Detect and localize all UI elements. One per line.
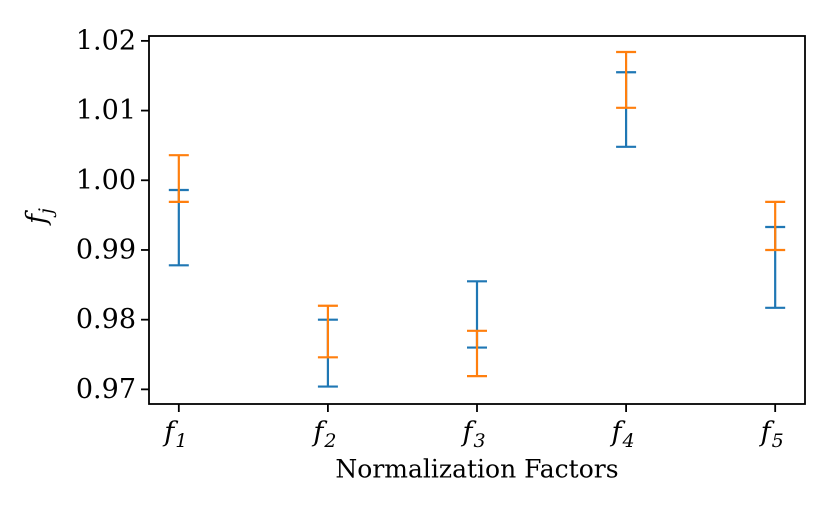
errorbar-orange-f3 [467, 329, 487, 378]
y-tick-label: 0.99 [76, 234, 136, 265]
y-axis-ticks: 0.97 0.98 0.99 1.00 1.01 1.02 [76, 25, 149, 405]
errorbar-orange-f5 [765, 200, 786, 252]
x-tick-label: f3 [460, 417, 485, 452]
x-axis-label: Normalization Factors [335, 454, 619, 484]
errorbar-orange-f4 [616, 50, 637, 109]
y-tick-label: 1.02 [76, 25, 136, 56]
x-tick-label: f4 [610, 417, 635, 452]
x-tick-label: f2 [311, 417, 336, 452]
y-tick-label: 0.97 [76, 374, 136, 405]
y-axis-label-base: f [21, 213, 53, 224]
series-orange [168, 50, 786, 378]
y-tick-label: 0.98 [76, 304, 136, 335]
y-axis-label: fj [21, 208, 57, 224]
x-axis-ticks: f1 f2 f3 f4 f5 [162, 404, 784, 452]
errorbar-orange-f1 [168, 154, 189, 203]
errorbar-orange-f2 [317, 304, 338, 359]
y-axis-label-subscript: j [34, 208, 57, 214]
y-tick-label: 1.00 [76, 165, 136, 196]
y-tick-label: 1.01 [76, 95, 136, 126]
x-tick-label: f1 [162, 417, 187, 452]
plot-spines [148, 35, 806, 405]
x-tick-label: f5 [759, 417, 784, 452]
